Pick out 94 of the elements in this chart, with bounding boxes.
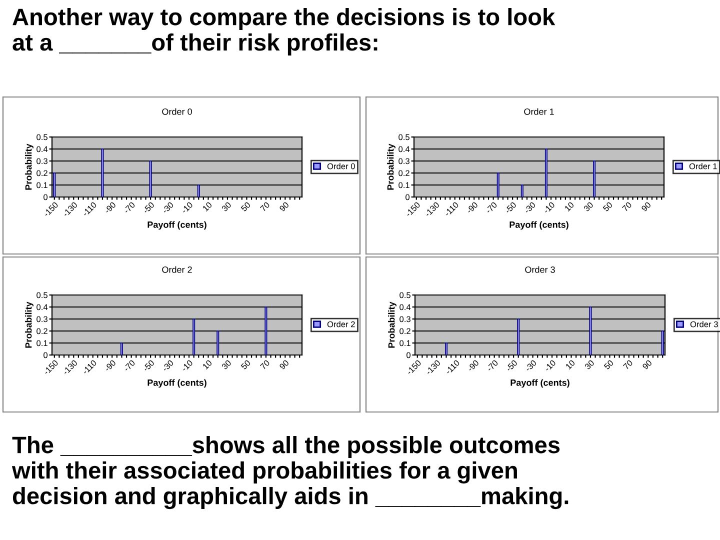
y-tick-label: 0.3 <box>36 158 48 164</box>
y-tick-label: 0.1 <box>36 182 48 188</box>
x-tick-label: 30 <box>221 360 232 370</box>
x-tick-label: 90 <box>279 202 290 212</box>
y-tick-label: 0.3 <box>36 316 48 322</box>
x-tick-label: -50 <box>505 360 518 372</box>
legend-label: Order 2 <box>327 321 355 328</box>
x-tick-label: 10 <box>565 360 576 370</box>
x-tick-label: 50 <box>604 360 614 370</box>
y-tick-label: 0.2 <box>36 170 48 176</box>
x-tick-label: 50 <box>240 360 251 370</box>
x-tick-label: -70 <box>123 360 136 372</box>
y-tick-label: 0.2 <box>36 328 48 334</box>
legend-label: Order 1 <box>689 163 717 170</box>
y-tick-label: 0.2 <box>398 170 410 176</box>
y-tick-label: 0 <box>44 352 48 358</box>
x-tick-label: -150 <box>405 202 421 218</box>
x-tick-label: -70 <box>123 202 136 214</box>
x-axis-title: Payoff (cents) <box>148 379 206 388</box>
y-axis-title: Probability <box>388 302 396 348</box>
y-tick-label: 0 <box>406 352 411 358</box>
y-axis-title: Probability <box>387 144 396 190</box>
x-tick-label: -50 <box>142 360 155 372</box>
x-tick-label: 30 <box>584 360 595 370</box>
y-tick-label: 0.2 <box>400 328 410 334</box>
y-axis-title: Probability <box>25 144 34 190</box>
x-tick-label: -90 <box>467 360 480 372</box>
x-tick-label: 70 <box>260 360 270 370</box>
x-tick-label: 90 <box>279 360 290 370</box>
x-tick-label: -70 <box>486 360 498 372</box>
x-tick-label: -130 <box>425 360 441 376</box>
chart-title: Order 1 <box>524 108 554 115</box>
x-axis-title: Payoff (cents) <box>510 221 568 230</box>
y-tick-label: 0.4 <box>36 146 48 152</box>
x-tick-label: -150 <box>43 360 59 376</box>
y-tick-label: 0.1 <box>398 182 410 188</box>
x-tick-label: 70 <box>622 202 632 212</box>
x-tick-label: -30 <box>524 202 536 214</box>
y-tick-label: 0.4 <box>398 146 410 152</box>
x-tick-label: -10 <box>180 202 194 214</box>
x-tick-label: -10 <box>542 202 556 214</box>
x-tick-label: -150 <box>406 360 422 376</box>
x-tick-label: 30 <box>583 202 594 212</box>
x-tick-label: -110 <box>82 202 97 217</box>
y-tick-label: 0.4 <box>36 304 48 310</box>
text: Another way to compare the decisions is to look at a _______of their risk profiles: <box>12 8 556 56</box>
legend-label: Order 3 <box>690 321 718 328</box>
x-tick-label: -30 <box>162 360 174 372</box>
x-tick-label: -130 <box>62 360 78 376</box>
chart-title: Order 0 <box>162 108 192 115</box>
x-tick-label: -110 <box>82 360 97 375</box>
x-axis-title: Payoff (cents) <box>148 221 206 230</box>
x-tick-label: -30 <box>162 202 174 214</box>
x-tick-label: 10 <box>202 202 212 212</box>
chart-title: Order 3 <box>525 266 555 273</box>
y-tick-label: 0.4 <box>400 304 411 310</box>
x-tick-label: -10 <box>544 360 556 372</box>
y-tick-label: 0.3 <box>400 316 410 322</box>
x-tick-label: -50 <box>504 202 517 214</box>
x-tick-label: 30 <box>221 202 232 212</box>
y-tick-label: 0 <box>44 194 48 200</box>
x-tick-label: -30 <box>524 360 537 372</box>
y-tick-label: 0 <box>406 194 410 200</box>
y-tick-label: 0.1 <box>36 340 48 346</box>
x-axis-title: Payoff (cents) <box>510 379 570 388</box>
x-tick-label: -130 <box>62 202 78 218</box>
y-tick-label: 0.5 <box>36 292 48 298</box>
y-tick-label: 0.5 <box>400 292 410 298</box>
y-tick-label: 0.3 <box>398 158 410 164</box>
x-tick-label: 70 <box>260 202 270 212</box>
x-tick-label: 10 <box>202 360 212 370</box>
y-tick-label: 0.5 <box>36 134 48 140</box>
x-tick-label: -50 <box>142 202 155 214</box>
legend-label: Order 0 <box>327 163 355 170</box>
x-tick-label: 70 <box>622 360 634 370</box>
x-tick-label: -10 <box>180 360 194 372</box>
y-tick-label: 0.5 <box>398 134 410 140</box>
x-tick-label: -110 <box>444 202 459 217</box>
x-tick-label: -110 <box>444 360 460 375</box>
y-tick-label: 0.1 <box>400 340 410 346</box>
x-tick-label: -150 <box>43 202 59 218</box>
x-tick-label: -130 <box>424 202 440 218</box>
x-tick-label: -90 <box>104 360 116 372</box>
x-tick-label: -90 <box>104 202 116 214</box>
x-tick-label: 50 <box>602 202 613 212</box>
y-axis-title: Probability <box>25 302 34 348</box>
text: The __________shows all the possible outcomes with their associated probabilities for a given decision and graphically aids in ________making. <box>12 436 568 510</box>
x-tick-label: 90 <box>641 202 652 212</box>
x-tick-label: 50 <box>240 202 251 212</box>
x-tick-label: 10 <box>564 202 574 212</box>
x-tick-label: 90 <box>642 360 652 370</box>
x-tick-label: -70 <box>485 202 498 214</box>
chart-title: Order 2 <box>162 266 192 273</box>
x-tick-label: -90 <box>466 202 478 214</box>
